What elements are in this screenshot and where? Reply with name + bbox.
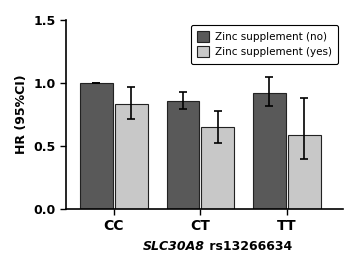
Bar (80, 83, 113, 209)
Legend: Zinc supplement (no), Zinc supplement (yes): Zinc supplement (no), Zinc supplement (y… (190, 25, 338, 64)
Text: SLC30A8: SLC30A8 (142, 240, 205, 253)
Y-axis label: HR (95%CI): HR (95%CI) (15, 75, 28, 154)
Bar (166, 101, 199, 209)
Bar (201, 127, 234, 209)
Bar (253, 93, 286, 209)
Bar (115, 104, 147, 209)
Bar (287, 135, 320, 209)
Text: rs13266634: rs13266634 (205, 240, 292, 253)
